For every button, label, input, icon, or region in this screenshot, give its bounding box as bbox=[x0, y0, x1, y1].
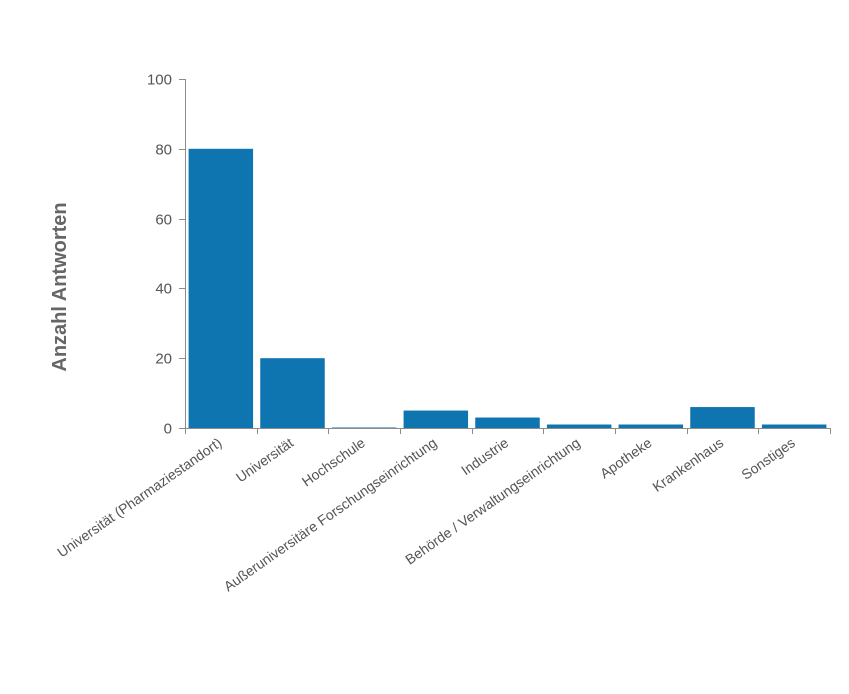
x-tick-label-1: Universität bbox=[233, 434, 296, 485]
x-tick-label-6: Apotheke bbox=[597, 434, 655, 481]
x-tick-label-8: Sonstiges bbox=[738, 434, 798, 482]
x-tick-label-7: Krankenhaus bbox=[649, 434, 726, 494]
bar-0 bbox=[188, 148, 254, 429]
x-tick-label-2: Hochschule bbox=[299, 434, 368, 489]
x-tick-label-4: Industrie bbox=[458, 434, 511, 478]
y-axis: 0 20 40 60 80 100 bbox=[147, 72, 186, 438]
bar-1 bbox=[260, 358, 325, 428]
y-tick-label-3: 60 bbox=[155, 212, 172, 229]
bar-7 bbox=[690, 407, 755, 428]
y-tick-label-1: 20 bbox=[155, 351, 172, 368]
x-tick-label-0: Universität (Pharmaziestandort) bbox=[54, 434, 224, 560]
y-tick-label-4: 80 bbox=[155, 142, 172, 159]
y-tick-label-2: 40 bbox=[155, 281, 172, 298]
y-tick-label-0: 0 bbox=[164, 421, 172, 438]
y-tick-label-5: 100 bbox=[147, 72, 172, 89]
y-axis-title: Anzahl Antworten bbox=[49, 202, 71, 371]
bar-4 bbox=[475, 417, 540, 428]
bar-6 bbox=[618, 424, 684, 428]
x-axis: Universität (Pharmaziestandort) Universit… bbox=[54, 428, 831, 594]
bars-group bbox=[188, 148, 827, 429]
bar-3 bbox=[403, 410, 469, 428]
bar-5 bbox=[546, 424, 612, 428]
bar-8 bbox=[761, 424, 827, 428]
